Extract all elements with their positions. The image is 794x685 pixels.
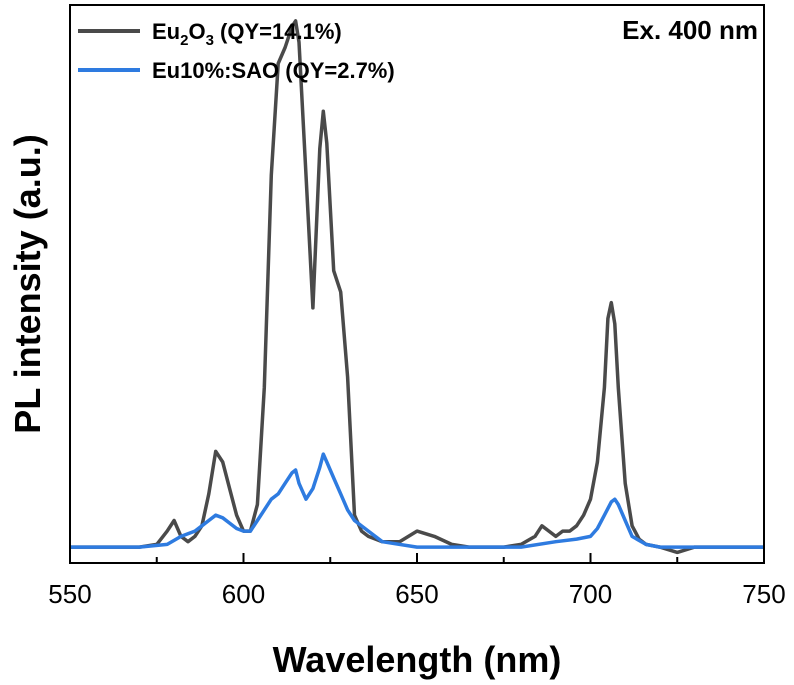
series-line-0 xyxy=(71,19,763,555)
x-axis-title: Wavelength (nm) xyxy=(273,639,562,680)
x-tick-label: 650 xyxy=(395,579,438,609)
y-axis-title: PL intensity (a.u.) xyxy=(7,134,48,433)
legend-label-eu2o3: Eu2O3 (QY=14.1%) xyxy=(152,19,342,49)
plot-frame xyxy=(69,4,765,564)
x-tick-label: 550 xyxy=(48,579,91,609)
excitation-annotation: Ex. 400 nm xyxy=(622,15,758,45)
legend-label-sao: Eu10%:SAO (QY=2.7%) xyxy=(152,58,395,83)
legend: Eu2O3 (QY=14.1%) Eu10%:SAO (QY=2.7%) xyxy=(78,19,395,83)
x-tick-label: 600 xyxy=(222,579,265,609)
x-tick-label: 700 xyxy=(569,579,612,609)
x-tick-label: 750 xyxy=(742,579,785,609)
series-line-1 xyxy=(71,452,763,549)
